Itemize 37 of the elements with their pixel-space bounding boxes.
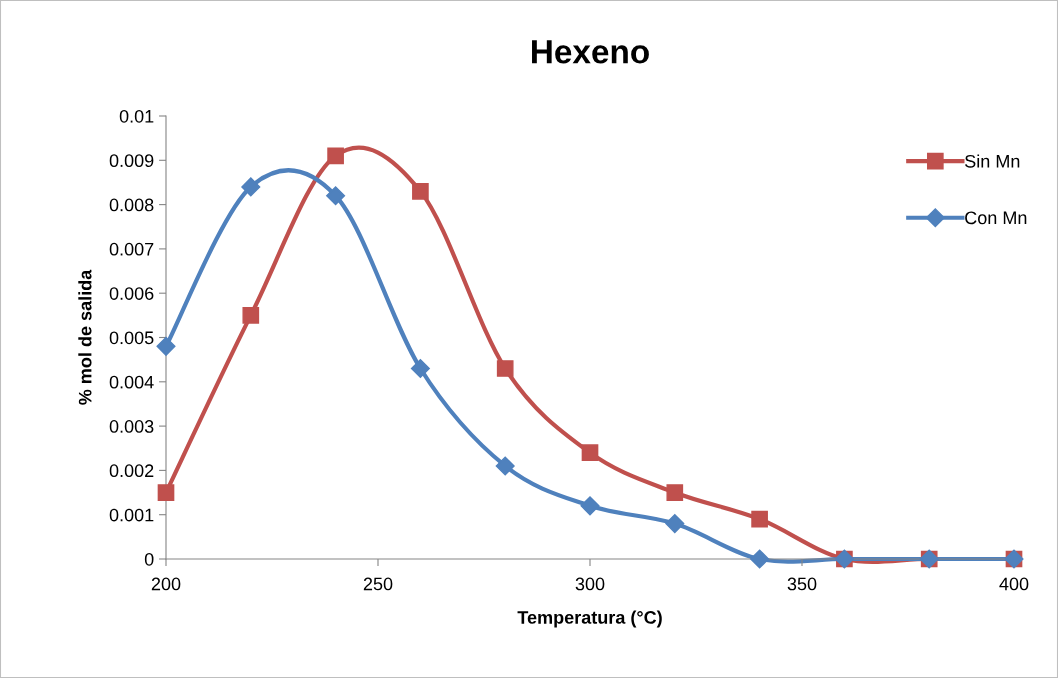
- point: [496, 360, 514, 377]
- legend-label: Con Mn: [965, 211, 1027, 225]
- x-tick-label: 250: [363, 577, 393, 591]
- y-tick-label: 0.007: [109, 242, 154, 256]
- point: [410, 358, 430, 379]
- point: [326, 186, 346, 206]
- point: [495, 456, 515, 476]
- y-tick-label: 0.003: [109, 420, 154, 433]
- y-tick-label: 0.001: [109, 508, 154, 522]
- x-tick-label: 200: [151, 577, 181, 591]
- point: [412, 182, 429, 200]
- point: [581, 444, 599, 462]
- y-tick-label: 0.002: [109, 464, 154, 478]
- point: [750, 549, 770, 569]
- point: [751, 510, 768, 528]
- y-axis-title: % mol de salida: [78, 269, 92, 405]
- chart-title: Hexeno: [532, 40, 649, 64]
- legend-label: Sin Mn: [965, 154, 1020, 168]
- y-tick-label: 0.01: [119, 109, 154, 123]
- x-axis-title: Temperatura (°C): [517, 610, 662, 628]
- point: [327, 147, 344, 165]
- x-tick-label: 400: [999, 577, 1029, 591]
- point: [665, 514, 685, 534]
- x-tick-label: 350: [787, 577, 817, 591]
- point: [242, 307, 260, 324]
- y-tick-label: 0.004: [109, 375, 154, 389]
- y-tick-label: 0.005: [109, 331, 154, 345]
- point: [156, 336, 176, 356]
- point: [666, 484, 684, 501]
- y-tick-label: 0.008: [109, 198, 154, 212]
- x-tick-label: 300: [575, 577, 605, 591]
- point: [157, 484, 175, 501]
- point: [580, 496, 600, 516]
- y-tick-label: 0.006: [109, 287, 154, 300]
- y-tick-label: 0: [144, 552, 154, 566]
- point: [241, 177, 261, 197]
- y-tick-label: 0.009: [109, 154, 154, 168]
